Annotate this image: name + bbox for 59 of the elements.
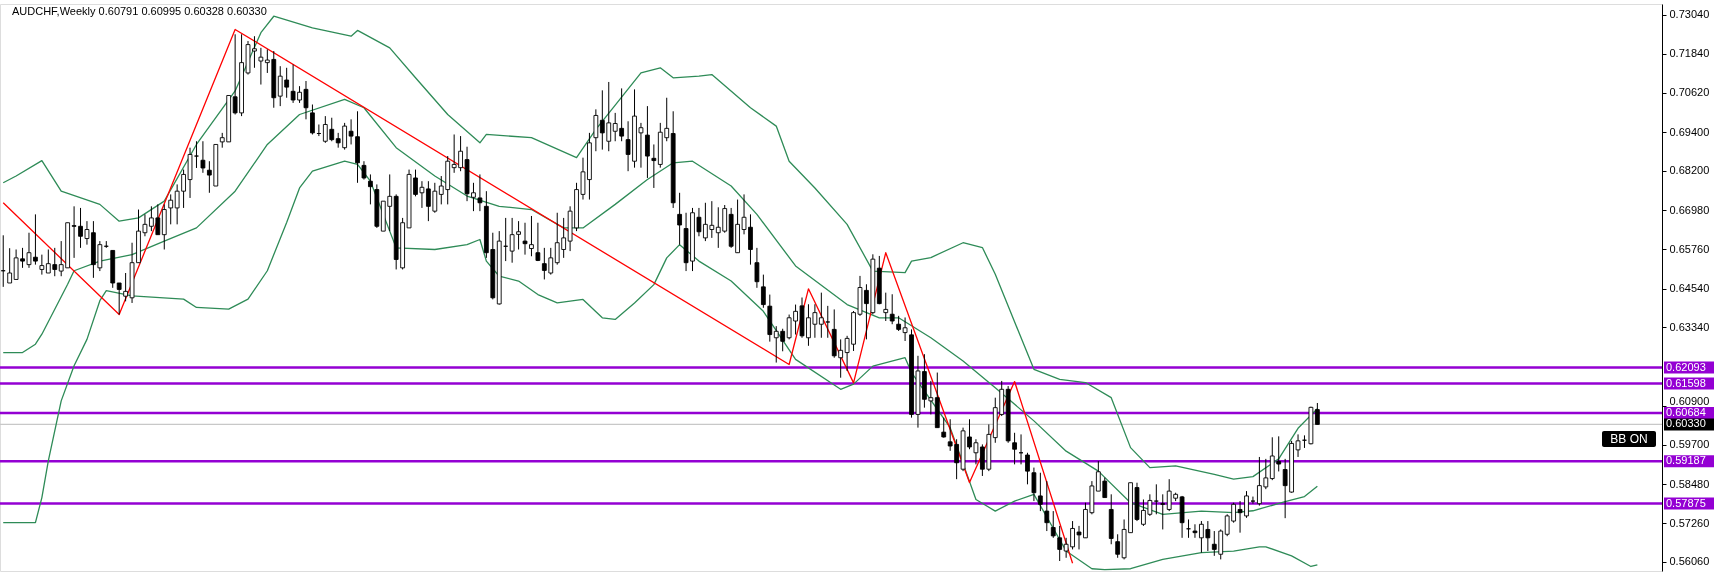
y-tick-label: 0.58480 — [1669, 477, 1710, 490]
ref-line-label: 0.59187 — [1666, 454, 1706, 467]
y-tick-label: 0.73040 — [1669, 8, 1710, 21]
y-tick-label: 0.69400 — [1669, 125, 1710, 138]
candlestick — [1012, 432, 1017, 465]
ref-line-label: 0.62093 — [1666, 360, 1706, 373]
ref-line-label: 0.60330 — [1666, 417, 1706, 430]
candlestick — [361, 160, 367, 181]
candlestick — [754, 247, 760, 289]
candlestick — [368, 173, 373, 205]
candlestick — [522, 222, 528, 256]
y-tick-label: 0.57260 — [1669, 516, 1710, 529]
candlestick — [593, 108, 599, 152]
y-tick-label: 0.71840 — [1669, 47, 1710, 60]
candlestick — [818, 292, 824, 339]
line-series — [2, 160, 1319, 571]
candlestick — [677, 192, 682, 246]
candlestick — [1031, 467, 1037, 502]
y-tick-label: 0.59700 — [1669, 438, 1710, 451]
ref-line-label: 0.57875 — [1666, 496, 1706, 509]
annotation: BB ON — [1610, 432, 1648, 446]
y-tick-label: 0.70620 — [1669, 86, 1710, 99]
y-tick-label: 0.63340 — [1669, 320, 1710, 333]
y-tick-label: 0.60900 — [1669, 394, 1710, 407]
candlestick — [1160, 493, 1166, 530]
candlestick — [1153, 483, 1159, 515]
y-tick-label: 0.56060 — [1669, 555, 1710, 568]
candlestick — [529, 215, 534, 257]
candlestick — [310, 104, 315, 135]
y-tick-label: 0.65760 — [1669, 242, 1710, 255]
y-tick-label: 0.68200 — [1669, 164, 1710, 177]
candlestick — [1057, 525, 1063, 562]
candlestick — [7, 247, 13, 284]
y-tick-label: 0.66980 — [1669, 203, 1710, 216]
candlestick — [39, 254, 45, 276]
candlestick — [258, 47, 264, 86]
candlestick — [168, 193, 174, 225]
candlestick — [1044, 480, 1050, 532]
candlestick — [651, 143, 657, 189]
y-tick-label: 0.64540 — [1669, 282, 1710, 295]
chart-title: AUDCHF,Weekly 0.60791 0.60995 0.60328 0.60330 — [12, 5, 267, 17]
candlestick — [535, 222, 541, 262]
candlestick — [941, 417, 947, 439]
candlestick — [645, 105, 650, 179]
candlestick — [1050, 510, 1056, 539]
candlestick — [889, 293, 895, 325]
candlestick — [1115, 533, 1121, 559]
candlestick — [200, 140, 206, 174]
candlestick — [1025, 452, 1030, 485]
line-series — [2, 28, 1074, 564]
candlestick — [1037, 472, 1043, 512]
ref-line-label: 0.60684 — [1666, 406, 1706, 419]
candlestick — [1250, 496, 1256, 505]
line-series — [2, 98, 1319, 515]
candlestick — [116, 282, 122, 316]
candlestick — [825, 305, 831, 339]
candlestick — [760, 274, 766, 309]
candlestick — [883, 292, 889, 322]
ref-line-label: 0.61598 — [1666, 376, 1706, 389]
